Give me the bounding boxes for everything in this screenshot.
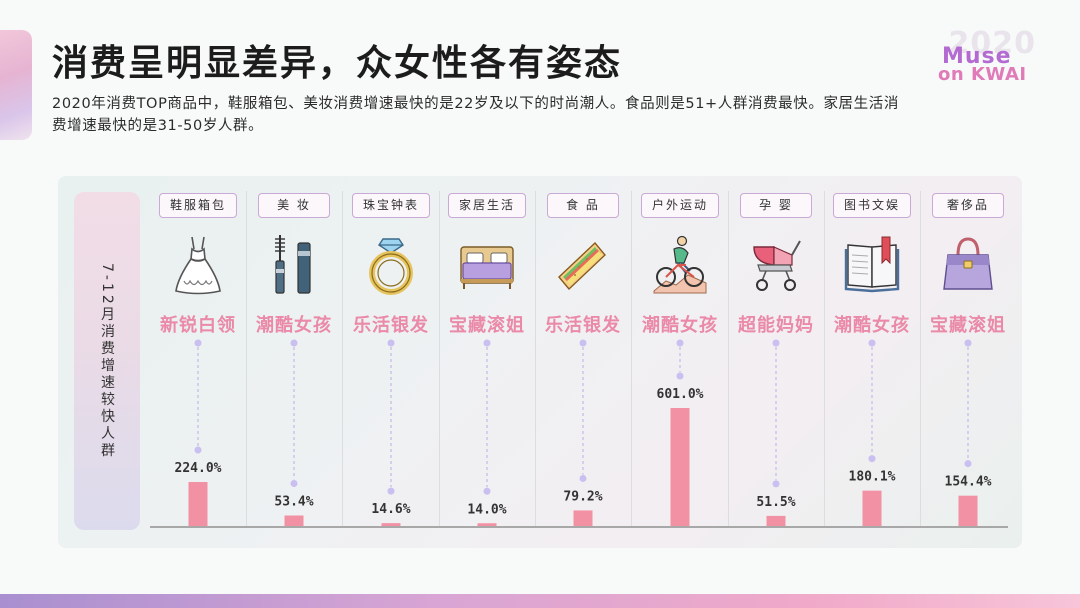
category-tag: 家居生活: [447, 193, 527, 218]
crowd-label: 乐活银发: [545, 315, 621, 336]
crowd-label: 潮酷女孩: [834, 315, 910, 336]
category-tag: 图书文娱: [832, 193, 912, 218]
chart-panel: [58, 176, 1022, 548]
logo-kwai: on KWAI: [938, 64, 1027, 85]
category-tag: 美 妆: [258, 193, 330, 218]
stroller-icon: [748, 233, 804, 295]
column-divider: [728, 191, 729, 527]
category-tag: 鞋服箱包: [158, 193, 238, 218]
muse-on-kwai-logo: 2020 Muse on KWAI: [938, 26, 1048, 85]
crowd-label: 宝藏滚姐: [930, 315, 1006, 336]
category-column: 美 妆潮酷女孩: [246, 191, 342, 531]
column-divider: [246, 191, 247, 527]
category-column: 户外运动 潮酷女孩: [632, 191, 728, 531]
column-divider: [920, 191, 921, 527]
category-column: 珠宝钟表 乐活银发: [343, 191, 439, 531]
category-column: 鞋服箱包 新锐白领: [150, 191, 246, 531]
category-tag: 奢侈品: [932, 193, 1004, 218]
logo-year: 2020: [948, 26, 1036, 61]
category-tag: 孕 婴: [740, 193, 812, 218]
crowd-label: 超能妈妈: [738, 315, 814, 336]
side-label-text: 7-12月消费增速较快人群: [99, 262, 115, 460]
crowd-label: 潮酷女孩: [642, 315, 718, 336]
book-icon: [844, 233, 900, 295]
ring-icon: [363, 233, 419, 295]
column-divider: [439, 191, 440, 527]
column-divider: [342, 191, 343, 527]
page-subtitle: 2020年消费TOP商品中，鞋服箱包、美妆消费增速最快的是22岁及以下的时尚潮人…: [52, 96, 899, 134]
crowd-label: 乐活银发: [353, 315, 429, 336]
corner-decoration: [0, 30, 32, 140]
handbag-icon: [940, 233, 996, 295]
bed-icon: [459, 233, 515, 295]
category-tag: 户外运动: [640, 193, 720, 218]
category-tag: 珠宝钟表: [351, 193, 431, 218]
crowd-label: 潮酷女孩: [256, 315, 332, 336]
x-axis: [150, 526, 1008, 528]
column-divider: [824, 191, 825, 527]
category-column: 奢侈品 宝藏滚姐: [920, 191, 1016, 531]
category-column: 图书文娱 潮酷女孩: [824, 191, 920, 531]
column-divider: [535, 191, 536, 527]
side-label: 7-12月消费增速较快人群: [74, 192, 140, 530]
cyclist-icon: [652, 233, 708, 295]
category-column: 食 品乐活银发: [535, 191, 631, 531]
mascara-icon: [266, 233, 322, 295]
sandwich-icon: [555, 233, 611, 295]
column-divider: [631, 191, 632, 527]
category-column: 孕 婴超能妈妈: [728, 191, 824, 531]
logo-muse: Muse: [942, 44, 1012, 69]
page-title: 消费呈明显差异，众女性各有姿态: [52, 43, 623, 84]
dress-icon: [170, 233, 226, 295]
category-tag: 食 品: [547, 193, 619, 218]
category-column: 家居生活 宝藏滚姐: [439, 191, 535, 531]
bottom-gradient-bar: [0, 594, 1080, 608]
crowd-label: 新锐白领: [160, 315, 236, 336]
crowd-label: 宝藏滚姐: [449, 315, 525, 336]
